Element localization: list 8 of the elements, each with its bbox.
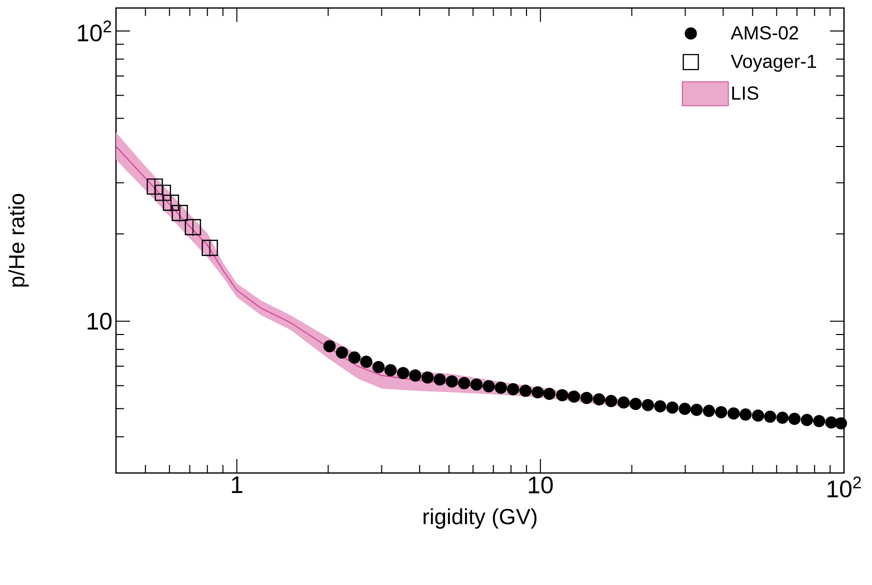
legend-label: AMS-02 (730, 26, 798, 40)
x-tick-label: 1 (232, 476, 242, 493)
legend-label: LIS (732, 86, 758, 100)
legend-label: Voyager-1 (730, 54, 816, 72)
x-tick-label: 10 (528, 476, 553, 494)
x-tick-label: 10$^{2}$ (828, 476, 861, 498)
x-axis-title: rigidity (GV) (424, 508, 536, 529)
y-axis-title: p/He ratio (8, 194, 29, 287)
